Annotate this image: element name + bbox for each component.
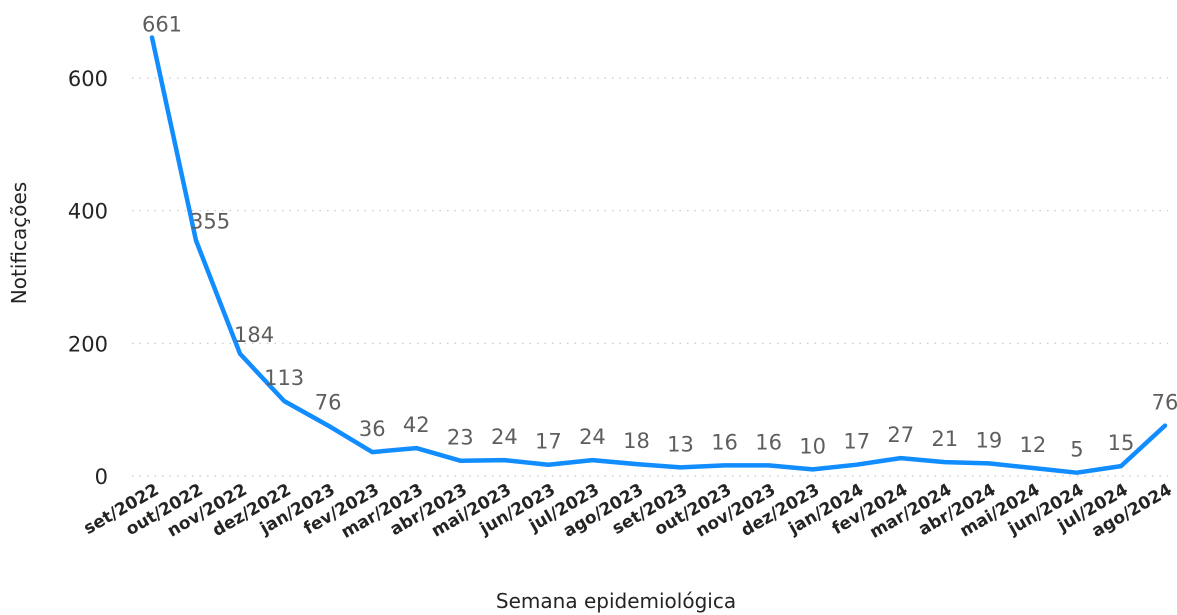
- data-labels: 661 355 184 113 76 36 42 23 24 17 24 18 13 16 16 10 17 27…: [142, 13, 1177, 462]
- y-tick-label-200: 200: [68, 332, 108, 356]
- y-tick-label-600: 600: [68, 67, 108, 91]
- data-label-16: 17: [843, 430, 870, 454]
- data-label-12: 13: [667, 432, 694, 456]
- data-label-11: 18: [623, 429, 650, 453]
- y-tick-label-0: 0: [95, 465, 108, 489]
- data-label-2: 184: [234, 323, 274, 347]
- data-label-17: 27: [887, 423, 914, 447]
- data-label-9: 17: [535, 430, 562, 454]
- data-label-22: 15: [1108, 431, 1135, 455]
- y-axis-title: Notificações: [7, 182, 31, 304]
- data-label-13: 16: [711, 430, 738, 454]
- data-label-20: 12: [1020, 433, 1047, 457]
- grid-lines: [132, 77, 1168, 477]
- data-label-6: 42: [403, 413, 430, 437]
- data-label-8: 24: [491, 425, 518, 449]
- data-label-19: 19: [975, 428, 1002, 452]
- data-label-14: 16: [755, 430, 782, 454]
- y-tick-label-400: 400: [68, 200, 108, 224]
- data-label-18: 21: [931, 427, 958, 451]
- data-label-7: 23: [447, 426, 474, 450]
- data-label-21: 5: [1070, 438, 1083, 462]
- data-label-23: 76: [1152, 391, 1177, 415]
- series-line-layer: [149, 35, 1168, 475]
- data-label-0: 661: [142, 13, 182, 37]
- data-label-5: 36: [359, 417, 386, 441]
- x-axis-ticks: set/2022out/2022nov/2022dez/2022jan/2023…: [80, 480, 1175, 543]
- x-axis-title: Semana epidemiológica: [496, 589, 736, 613]
- data-label-4: 76: [315, 391, 342, 415]
- data-label-3: 113: [264, 366, 304, 390]
- data-label-1: 355: [190, 210, 230, 234]
- data-label-15: 10: [799, 434, 826, 458]
- data-label-10: 24: [579, 425, 606, 449]
- y-axis-ticks: 0 200 400 600: [68, 67, 108, 489]
- series-line: [149, 35, 1168, 475]
